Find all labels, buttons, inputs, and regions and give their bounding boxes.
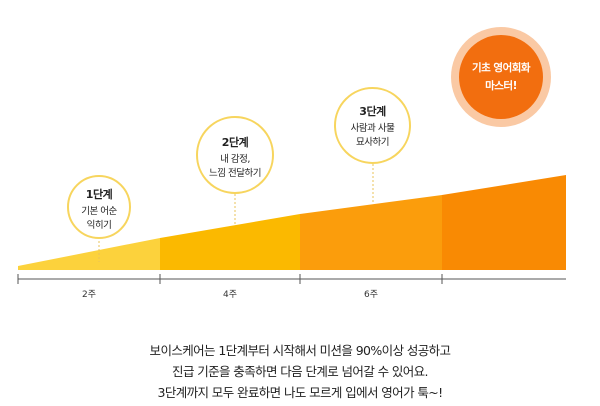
description-line-1: 보이스케어는 1단계부터 시작해서 미션을 90%이상 성공하고	[149, 343, 452, 358]
week-label-2: 4주	[222, 290, 237, 300]
stage-1-circle: 1단계 기본 어순 익히기	[67, 175, 131, 239]
stage-1-description: 기본 어순 익히기	[81, 206, 117, 231]
stage-2-circle: 2단계 내 감정, 느낌 전달하기	[196, 116, 274, 194]
goal-text: 기초 영어회화 마스터!	[459, 35, 543, 119]
stage-3-description: 사람과 사물 묘사하기	[350, 123, 395, 148]
ramp-segment-4	[442, 175, 566, 270]
ramp-segment-1	[18, 238, 160, 270]
progress-ramp	[17, 164, 566, 284]
ramp-segment-3	[300, 195, 442, 270]
stage-3-circle: 3단계 사람과 사물 묘사하기	[334, 87, 411, 164]
stage-2-description: 내 감정, 느낌 전달하기	[209, 154, 261, 179]
week-label-3: 6주	[363, 290, 378, 300]
stage-1-title: 1단계	[85, 188, 113, 201]
goal-circle: 기초 영어회화 마스터!	[451, 27, 551, 127]
stage-2-title: 2단계	[221, 136, 249, 149]
stage-3-title: 3단계	[359, 105, 386, 118]
description-line-3: 3단계까지 모두 완료하면 나도 모르게 입에서 영어가 툭~!	[157, 385, 443, 400]
week-label-1: 2주	[81, 290, 96, 300]
description-line-2: 진급 기준을 충족하면 다음 단계로 넘어갈 수 있어요.	[172, 364, 428, 379]
ramp-segment-2	[160, 214, 300, 270]
